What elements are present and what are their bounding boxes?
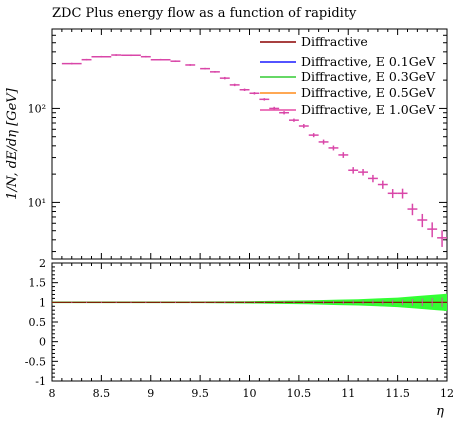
legend-label-e01: Diffractive, E 0.1GeV — [301, 54, 436, 69]
legend-label-diffractive: Diffractive — [301, 34, 368, 49]
chart-title: ZDC Plus energy flow as a function of ra… — [52, 6, 357, 21]
x-tick-label: 11.5 — [385, 387, 410, 400]
ratio-y-tick-label: 1.5 — [29, 277, 47, 290]
y-tick-label: 10² — [28, 102, 46, 115]
ratio-y-tick-label: 1 — [39, 296, 46, 309]
y-axis-label: 1/N, dE/dη [GeV] — [5, 87, 20, 199]
x-axis-label: η — [436, 404, 444, 419]
y-tick-label: 10¹ — [28, 196, 46, 209]
data-points — [61, 54, 447, 247]
ratio-y-tick-label: -1 — [35, 375, 46, 388]
legend-label-e10: Diffractive, E 1.0GeV — [301, 102, 436, 117]
x-tick-label: 11 — [341, 387, 355, 400]
ratio-panel-frame — [51, 262, 448, 382]
x-tick-label: 8 — [49, 387, 56, 400]
x-tick-label: 10.5 — [287, 387, 312, 400]
ratio-y-tick-label: 0 — [39, 336, 46, 349]
x-tick-label: 10 — [243, 387, 257, 400]
legend: Diffractive Diffractive, E 0.1GeV Diffra… — [260, 34, 436, 117]
ratio-uncertainty-band — [52, 293, 447, 311]
ratio-panel-ticks: 8 8.5 9 9.5 10 10.5 11 11.5 12-1-0.500.511.52 — [25, 257, 454, 400]
ratio-y-tick-label: 0.5 — [29, 316, 47, 329]
x-tick-label: 9 — [147, 387, 154, 400]
legend-label-e05: Diffractive, E 0.5GeV — [301, 85, 436, 100]
legend-label-e03: Diffractive, E 0.3GeV — [301, 69, 436, 84]
main-panel-ticks: 10¹ 10² — [28, 28, 448, 259]
ratio-y-tick-label: 2 — [39, 257, 46, 270]
x-tick-label: 9.5 — [191, 387, 209, 400]
x-tick-label: 12 — [440, 387, 454, 400]
ratio-y-tick-label: -0.5 — [25, 355, 46, 368]
x-tick-label: 8.5 — [93, 387, 111, 400]
